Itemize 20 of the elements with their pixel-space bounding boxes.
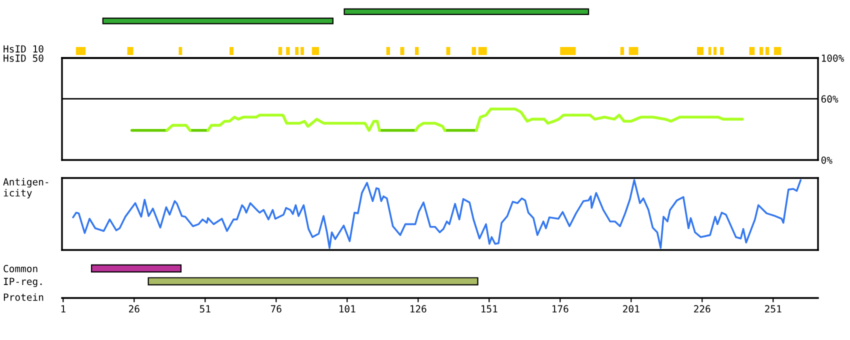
y-tick-label: HsID 10: [4, 45, 44, 53]
y-tick-label: IP-reg.: [4, 278, 42, 288]
x-tick-label: 1: [61, 305, 66, 312]
x-tick-label: 201: [623, 305, 640, 313]
y-tick-label: HsID 50: [4, 54, 44, 62]
y-tick-label: Common: [4, 264, 38, 272]
x-tick-label: 101: [340, 305, 356, 313]
y-tick-label: 0%: [821, 156, 832, 164]
x-tick-label: 26: [129, 305, 140, 313]
y-tick-label: 60%: [821, 95, 838, 103]
y-axis-title: Antigen- icity: [3, 178, 48, 198]
x-tick-label: 251: [765, 305, 782, 313]
x-tick-label: 51: [200, 305, 210, 313]
x-tick-label: 151: [482, 305, 498, 313]
x-tick-label: 176: [552, 305, 568, 313]
x-tick-label: 226: [694, 305, 710, 313]
x-tick-label: 126: [410, 305, 426, 313]
x-tick-label: 76: [270, 305, 282, 313]
y-tick-label: 100%: [822, 54, 844, 62]
x-axis-title: Protein: [4, 293, 44, 301]
